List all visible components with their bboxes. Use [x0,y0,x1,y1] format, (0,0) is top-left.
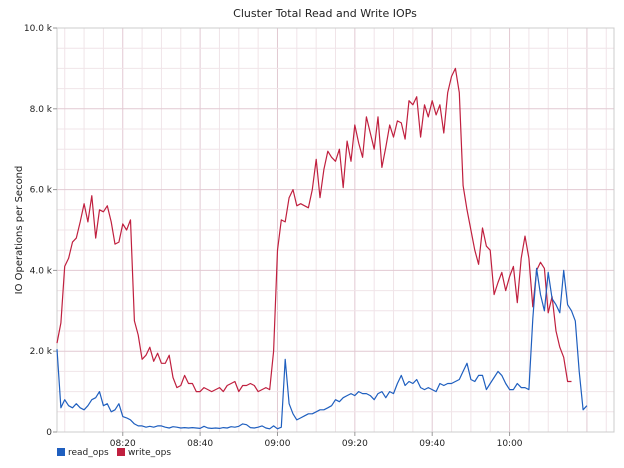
x-tick-label: 08:20 [110,439,136,449]
y-tick-label: 2.0 k [30,347,53,357]
chart-title: Cluster Total Read and Write IOPs [233,7,417,20]
y-tick-label: 4.0 k [30,266,53,276]
grid [57,28,614,432]
plot-frame [56,27,615,433]
x-axis-ticks: 08:20 08:40 09:00 09:20 09:40 10:00 [110,432,523,449]
y-tick-label: 10.0 k [24,24,53,34]
x-tick-label: 09:40 [419,439,445,449]
series-lines [56,67,588,430]
legend-label-write-ops: write_ops [128,448,171,458]
y-tick-label: 0 [46,428,52,438]
y-axis-ticks: 0 2.0 k 4.0 k 6.0 k 8.0 k 10.0 k [24,24,57,438]
y-tick-label: 8.0 k [30,105,53,115]
x-tick-label: 09:00 [265,439,291,449]
y-tick-label: 6.0 k [30,186,53,196]
series-line-write-ops [56,67,572,393]
legend-swatch-write-ops [117,448,125,456]
legend-label-read-ops: read_ops [68,448,109,458]
legend: read_ops write_ops [57,448,171,458]
legend-swatch-read-ops [57,448,65,456]
series-line-read-ops [56,267,588,430]
x-tick-label: 08:40 [187,439,213,449]
x-tick-label: 09:20 [342,439,368,449]
y-axis-title: IO Operations per Second [14,166,25,295]
x-tick-label: 10:00 [497,439,523,449]
